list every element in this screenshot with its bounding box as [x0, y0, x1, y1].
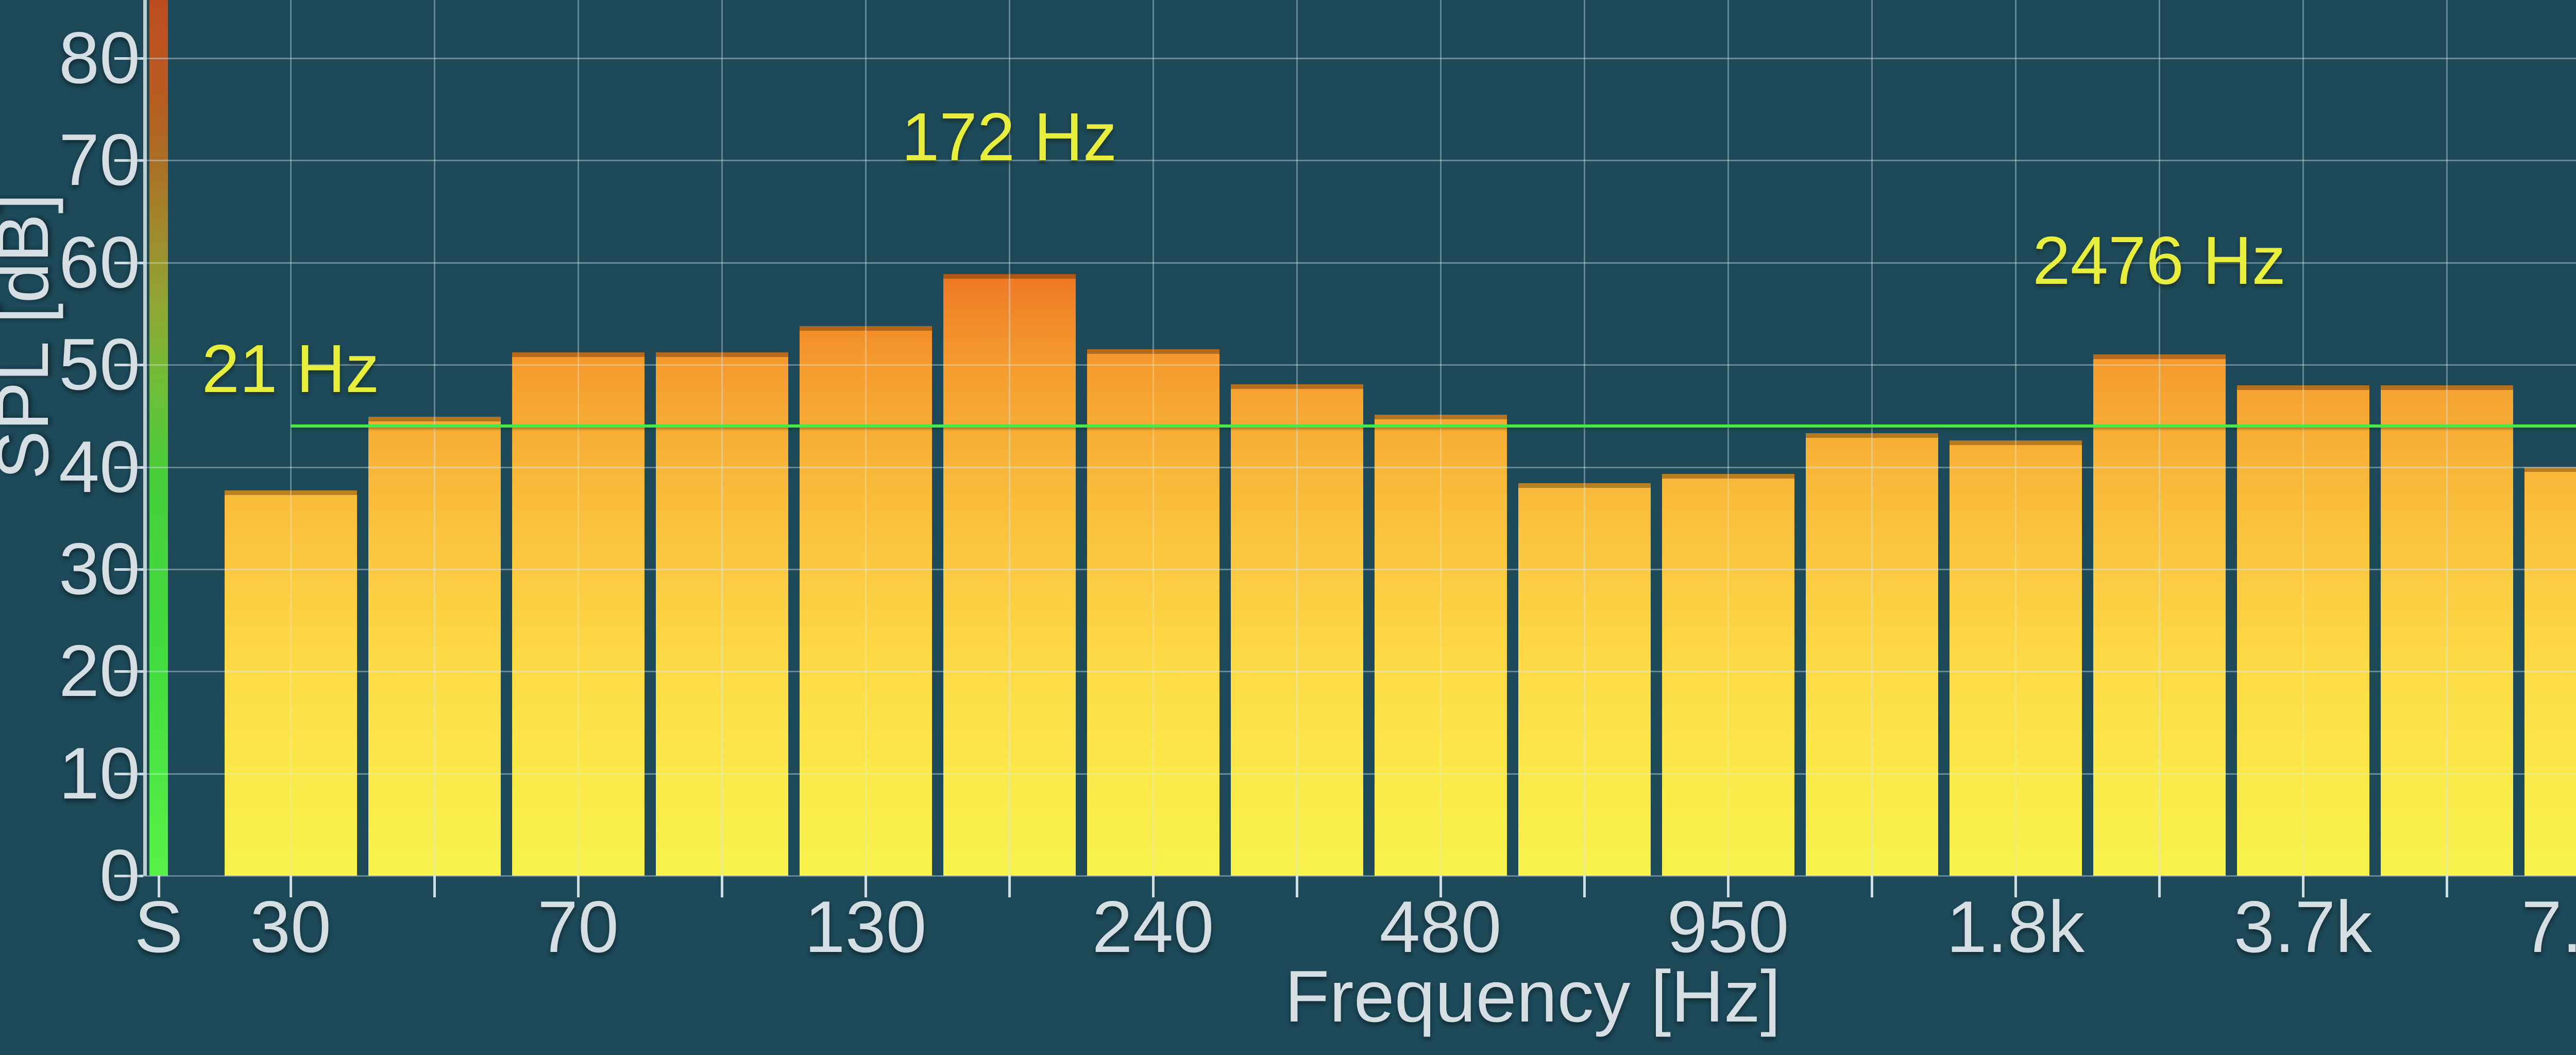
y-tick-label: 50 — [59, 324, 140, 405]
x-tick-label: 3.7k — [2233, 886, 2372, 968]
spectrum-bar — [1805, 433, 1938, 876]
x-tick-label: 130 — [804, 886, 927, 968]
spectrum-bar — [1662, 474, 1794, 876]
y-tick — [114, 773, 143, 775]
x-tick-label: 30 — [250, 886, 331, 968]
y-tick — [114, 466, 143, 469]
y-tick-label: 20 — [59, 630, 140, 712]
grid-vline — [578, 0, 579, 876]
grid-hline — [143, 364, 2576, 366]
grid-vline — [2302, 0, 2304, 876]
average-level-line — [291, 424, 2576, 428]
y-tick — [114, 57, 143, 60]
spectrum-bar — [1518, 483, 1651, 876]
grid-vline — [2159, 0, 2160, 876]
x-tick-label: 950 — [1667, 886, 1789, 968]
x-tick — [158, 876, 160, 897]
spectrum-bar — [1949, 440, 2082, 876]
grid-vline — [865, 0, 867, 876]
grid-hline — [143, 569, 2576, 570]
spectrum-bar — [2524, 467, 2576, 876]
y-tick — [114, 670, 143, 673]
spectrum-bar — [1230, 384, 1363, 876]
spectrum-bar — [2380, 385, 2513, 876]
x-tick — [1296, 876, 1298, 897]
grid-vline — [1440, 0, 1442, 876]
x-tick-label: S — [134, 886, 183, 968]
spectrum-bar — [224, 490, 357, 876]
spectrum-bar — [943, 274, 1076, 876]
peak-frequency-label: 2476 Hz — [2032, 223, 2286, 298]
grid-vline — [2015, 0, 2016, 876]
grid-vline — [1009, 0, 1010, 876]
grid-vline — [434, 0, 435, 876]
y-tick — [114, 159, 143, 162]
x-tick-label: 70 — [537, 886, 619, 968]
spectrum-bar — [368, 417, 501, 876]
y-tick-label: 0 — [99, 835, 140, 916]
x-tick-label: 7.4k — [2521, 886, 2576, 968]
spectrum-bar — [655, 352, 788, 876]
x-tick — [1152, 876, 1155, 897]
y-tick — [114, 262, 143, 264]
grid-hline — [143, 467, 2576, 468]
y-tick — [114, 875, 143, 877]
peak-frequency-label: 21 Hz — [201, 331, 380, 406]
grid-vline — [1153, 0, 1154, 876]
grid-hline — [143, 773, 2576, 775]
spectrum-bar — [2236, 385, 2369, 876]
y-tick-label: 60 — [59, 222, 140, 303]
grid-hline — [143, 160, 2576, 161]
x-axis-title: Frequency [Hz] — [1284, 956, 1781, 1037]
grid-vline — [1296, 0, 1298, 876]
x-tick — [2302, 876, 2304, 897]
x-tick — [1727, 876, 1730, 897]
grid-vline — [721, 0, 723, 876]
x-tick-label: 1.8k — [1946, 886, 2085, 968]
grid-vline — [1727, 0, 1729, 876]
y-tick-label: 40 — [59, 426, 140, 508]
grid-vline — [290, 0, 292, 876]
x-tick — [2158, 876, 2161, 897]
level-meter-bar — [149, 0, 168, 876]
grid-hline — [143, 58, 2576, 59]
x-tick — [721, 876, 723, 897]
grid-vline — [2446, 0, 2448, 876]
x-tick — [1439, 876, 1442, 897]
spectrum-bar — [1087, 349, 1219, 876]
y-axis-line — [143, 0, 147, 876]
grid-vline — [1871, 0, 1873, 876]
grid-hline — [143, 875, 2576, 877]
x-tick — [2014, 876, 2017, 897]
y-tick — [114, 364, 143, 366]
y-tick-label: 70 — [59, 119, 140, 201]
x-tick — [1583, 876, 1586, 897]
y-tick — [114, 568, 143, 571]
peak-frequency-label: 172 Hz — [901, 99, 1117, 175]
x-tick — [865, 876, 867, 897]
x-tick — [290, 876, 292, 897]
peak-frequency-label: 14168 Hz — [2517, 252, 2576, 330]
y-tick-label: 10 — [59, 733, 140, 814]
x-tick — [1008, 876, 1011, 897]
spectrum-bar — [799, 326, 932, 876]
grid-hline — [143, 671, 2576, 672]
x-tick — [2446, 876, 2448, 897]
grid-vline — [1584, 0, 1585, 876]
spectrum-bar — [1374, 415, 1507, 876]
x-tick — [1871, 876, 1873, 897]
x-tick — [433, 876, 436, 897]
y-tick-label: 30 — [59, 528, 140, 610]
x-tick-label: 240 — [1092, 886, 1214, 968]
x-tick — [577, 876, 580, 897]
y-tick-label: 80 — [59, 17, 140, 99]
x-tick-label: 480 — [1379, 886, 1502, 968]
grid-hline — [143, 262, 2576, 264]
spectrum-bar — [2093, 354, 2226, 876]
spectrum-bar — [512, 352, 645, 876]
